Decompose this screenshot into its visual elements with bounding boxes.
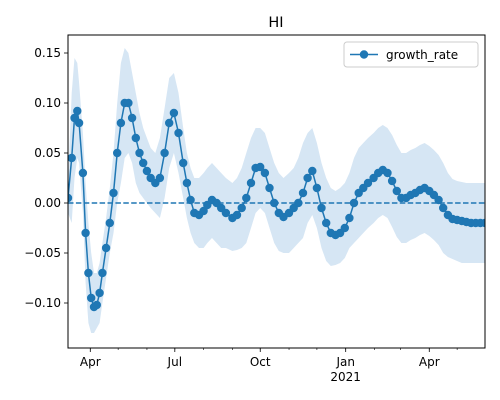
x-tick-label: Apr <box>80 355 101 369</box>
data-point <box>199 206 208 216</box>
data-point <box>127 113 137 123</box>
data-point <box>383 168 392 178</box>
data-point <box>298 188 308 198</box>
data-point <box>160 148 169 158</box>
data-point <box>312 183 322 193</box>
x-tick-label: Apr <box>419 355 440 369</box>
y-tick-label: 0.05 <box>34 146 61 160</box>
x-tick-label: Jan <box>335 355 355 369</box>
data-point <box>265 183 274 193</box>
legend-box <box>343 41 479 68</box>
data-point <box>113 148 122 158</box>
data-point <box>139 158 148 168</box>
data-point <box>294 198 303 208</box>
data-point <box>95 288 104 298</box>
data-point <box>349 198 359 208</box>
legend-marker-swatch <box>359 50 369 59</box>
data-point <box>232 210 242 220</box>
data-point <box>179 158 188 168</box>
data-point <box>322 218 331 228</box>
data-point <box>246 178 256 188</box>
data-point <box>74 118 84 128</box>
data-point <box>174 128 183 138</box>
data-point <box>169 108 179 118</box>
data-point <box>135 148 144 158</box>
data-point <box>256 162 265 172</box>
data-point <box>131 133 140 143</box>
data-point <box>68 153 76 163</box>
data-point <box>186 195 195 205</box>
y-tick-label: −0.05 <box>24 246 61 260</box>
data-point <box>87 293 96 303</box>
y-tick-label: 0.00 <box>34 196 61 210</box>
x-tick-label: Jul <box>167 355 182 369</box>
x-tick-label: Oct <box>250 355 271 369</box>
data-point <box>308 166 317 176</box>
data-point <box>242 193 251 203</box>
data-point <box>363 178 373 188</box>
data-point <box>73 106 82 116</box>
data-point <box>109 188 118 198</box>
data-point <box>155 173 165 183</box>
data-point <box>480 218 485 228</box>
x-tick-year-label: 2021 <box>330 370 361 384</box>
y-tick-label: 0.15 <box>34 46 61 60</box>
data-point <box>237 203 246 213</box>
data-point <box>260 168 270 178</box>
data-point <box>78 168 88 178</box>
data-point <box>387 176 397 186</box>
data-point <box>98 268 107 278</box>
legend-label: growth_rate <box>386 48 458 62</box>
data-point <box>165 118 174 128</box>
plot-frame <box>67 34 486 349</box>
data-point <box>270 198 279 208</box>
data-point <box>101 243 111 253</box>
data-point <box>84 268 93 278</box>
data-point <box>92 300 102 310</box>
y-tick-label: 0.10 <box>34 96 61 110</box>
chart-title: HI <box>268 15 283 31</box>
y-tick-label: −0.10 <box>24 296 61 310</box>
data-point <box>345 213 354 223</box>
data-point <box>434 195 443 205</box>
data-point <box>303 173 312 183</box>
data-point <box>340 223 349 233</box>
data-point <box>439 203 448 213</box>
data-point <box>392 186 401 196</box>
data-point <box>124 98 133 108</box>
confidence-band <box>68 48 485 333</box>
data-point <box>116 118 126 128</box>
data-point <box>81 228 90 238</box>
data-point <box>221 208 231 218</box>
data-point <box>105 218 115 228</box>
data-point <box>182 178 192 188</box>
data-point <box>142 166 152 176</box>
data-point <box>68 193 73 203</box>
data-point <box>317 203 326 213</box>
